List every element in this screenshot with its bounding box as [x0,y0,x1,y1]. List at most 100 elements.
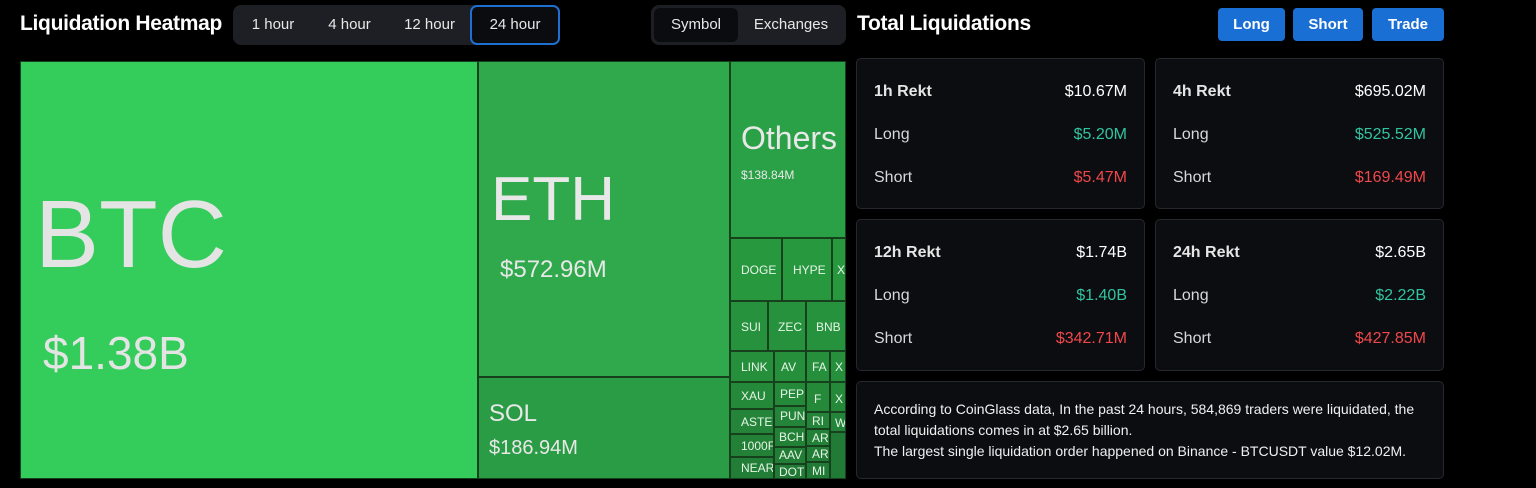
liquidation-treemap: BTC $1.38B ETH $572.96M SOL $186.94M Oth… [20,61,846,479]
long-value: $525.52M [1354,126,1426,143]
treemap-cell-others[interactable]: Others $138.84M [730,61,846,238]
treemap-cell-symbol: SUI [741,320,762,334]
short-value: $5.47M [1073,169,1127,186]
treemap-cell-symbol: HYPE [793,263,826,277]
treemap-cell-symbol: AAV [779,448,803,462]
total-liquidations-title: Total Liquidations [857,12,1031,35]
treemap-cell-symbol: BTC [35,181,227,288]
treemap-cell-symbol: X [835,392,844,406]
liquidation-summary-card: According to CoinGlass data, In the past… [856,381,1444,479]
card-total: $2.65B [1375,244,1426,261]
treemap-cell-symbol: RI [812,414,824,428]
treemap-cell-symbol: W [835,416,846,430]
treemap-cell-bnb[interactable]: BNB [806,301,846,351]
treemap-cell-ar[interactable]: AR [806,429,830,446]
range-1-hour-button[interactable]: 1 hour [251,16,295,33]
treemap-cell-symbol: DOT [779,465,805,479]
treemap-cell-value: $1.38B [43,327,189,379]
treemap-cell-symbol: MI [812,464,826,478]
treemap-cell-symbol: AR [812,447,829,461]
heatmap-mode-selector: Symbol Exchanges [651,5,846,45]
time-range-selector: 1 hour 4 hour 12 hour 24 hour [233,5,560,45]
treemap-cell-btc[interactable]: BTC $1.38B [20,61,478,479]
treemap-cell-f[interactable]: F [806,382,830,412]
treemap-cell-ar2[interactable]: AR [806,446,830,462]
card-total: $10.67M [1064,83,1127,100]
treemap-cell-link[interactable]: LINK [730,351,774,382]
treemap-cell-symbol: DOGE [741,263,777,277]
long-button[interactable]: Long [1218,8,1285,41]
treemap-cell-symbol: SOL [489,400,538,427]
summary-text-line2: The largest single liquidation order hap… [874,443,1407,459]
treemap-cell-1000f[interactable]: 1000F [730,434,774,457]
long-value: $1.40B [1076,287,1127,304]
treemap-cell-symbol: XAU [741,389,766,403]
range-24-hour-button[interactable]: 24 hour [470,5,560,45]
treemap-cell-aster[interactable]: ASTE [730,409,774,434]
treemap-cell-zec[interactable]: ZEC [768,301,806,351]
treemap-cell-symbol: ZEC [778,320,802,334]
treemap-cell-hype[interactable]: HYPE [782,238,832,301]
treemap-cell-symbol: BCH [779,430,805,444]
treemap-cell-symbol: AR [812,431,829,445]
treemap-cell-pun[interactable]: PUN [774,406,806,427]
treemap-cell-symbol: PUN [780,409,806,423]
trade-button[interactable]: Trade [1372,8,1444,41]
treemap-cell-symbol: BNB [816,320,841,334]
treemap-cell-symbol: AV [781,360,797,374]
rekt-card-12h: 12h Rekt $1.74B Long $1.40B Short $342.7… [856,219,1145,371]
treemap-cell-bch[interactable]: BCH [774,427,806,447]
treemap-cell-value: $138.84M [741,168,795,182]
treemap-cell-symbol: LINK [741,360,768,374]
heatmap-title: Liquidation Heatmap [20,12,222,35]
treemap-cell-symbol: X [835,360,844,374]
treemap-cell-tail[interactable] [830,432,846,479]
treemap-cell-symbol: 1000F [741,439,774,453]
treemap-cell-dot[interactable]: DOT [774,464,806,479]
long-label: Long [1173,126,1209,143]
treemap-cell-ri[interactable]: RI [806,412,830,429]
treemap-cell-symbol: ETH [491,165,615,234]
treemap-cell-sol[interactable]: SOL $186.94M [478,377,730,479]
treemap-cell-w[interactable]: W [830,412,846,432]
treemap-cell-aav[interactable]: AAV [774,447,806,464]
short-value: $342.71M [1055,330,1127,347]
treemap-cell-x2[interactable]: X [830,351,846,382]
treemap-cell-xau[interactable]: XAU [730,382,774,409]
long-value: $5.20M [1073,126,1127,143]
mode-exchanges-button[interactable]: Exchanges [753,16,829,33]
short-label: Short [1173,169,1212,186]
short-button[interactable]: Short [1293,8,1363,41]
treemap-cell-pep[interactable]: PEP [774,382,806,406]
treemap-cell-x[interactable]: X [832,238,846,301]
treemap-cell-near[interactable]: NEAR [730,457,774,479]
range-4-hour-button[interactable]: 4 hour [328,16,371,33]
treemap-cell-x3[interactable]: X [830,382,846,412]
treemap-cell-av[interactable]: AV [774,351,806,382]
treemap-cell-symbol: Others [741,120,838,156]
card-title: 4h Rekt [1173,83,1231,100]
treemap-cell-symbol: ASTE [741,415,773,429]
treemap-cell-symbol: PEP [780,387,805,401]
card-title: 24h Rekt [1173,244,1240,261]
treemap-cell-doge[interactable]: DOGE [730,238,782,301]
rekt-card-4h: 4h Rekt $695.02M Long $525.52M Short $16… [1155,58,1444,209]
card-title: 12h Rekt [874,244,941,261]
treemap-cell-mi[interactable]: MI [806,462,830,479]
long-label: Long [874,126,910,143]
rekt-card-1h: 1h Rekt $10.67M Long $5.20M Short $5.47M [856,58,1145,209]
treemap-cell-fa[interactable]: FA [806,351,830,382]
short-label: Short [874,330,913,347]
mode-symbol-button[interactable]: Symbol [654,8,738,42]
summary-text-line1: According to CoinGlass data, In the past… [874,401,1415,438]
treemap-cell-symbol: FA [812,360,827,374]
treemap-cell-symbol: F [814,392,822,406]
treemap-cell-symbol: NEAR [741,461,774,475]
treemap-cell-eth[interactable]: ETH $572.96M [478,61,730,377]
long-value: $2.22B [1375,287,1426,304]
card-total: $1.74B [1076,244,1127,261]
treemap-cell-sui[interactable]: SUI [730,301,768,351]
card-title: 1h Rekt [874,83,932,100]
card-total: $695.02M [1354,83,1426,100]
range-12-hour-button[interactable]: 12 hour [404,16,455,33]
